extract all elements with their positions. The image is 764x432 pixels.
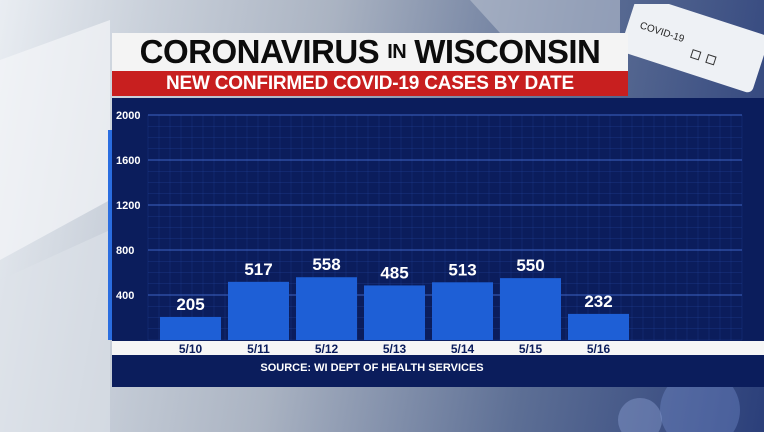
y-tick-label: 1200 bbox=[116, 200, 140, 212]
data-label: 205 bbox=[176, 295, 204, 314]
data-label: 485 bbox=[380, 263, 408, 282]
x-axis-band bbox=[112, 341, 764, 355]
chart-subtitle: NEW CONFIRMED COVID-19 CASES BY DATE bbox=[165, 72, 575, 94]
data-label: 232 bbox=[584, 292, 612, 311]
chart-title: CORONAVIRUS IN WISCONSIN bbox=[112, 33, 628, 71]
bar-5-16 bbox=[568, 313, 629, 340]
source-note: SOURCE: WI DEPT OF HEALTH SERVICES bbox=[260, 362, 484, 374]
x-tick-label: 5/15 bbox=[519, 342, 543, 356]
y-tick-label: 800 bbox=[116, 245, 134, 257]
data-label: 558 bbox=[312, 255, 340, 274]
y-tick-label: 1600 bbox=[116, 155, 140, 167]
x-tick-label: 5/14 bbox=[451, 342, 475, 356]
x-tick-label: 5/10 bbox=[179, 342, 203, 356]
bar-5-13 bbox=[364, 285, 425, 340]
bar-5-14 bbox=[432, 282, 493, 340]
x-tick-label: 5/11 bbox=[247, 342, 270, 356]
title-part-1: CORONAVIRUS bbox=[139, 33, 380, 70]
title-part-3: WISCONSIN bbox=[414, 33, 601, 70]
y-tick-label: 2000 bbox=[116, 110, 140, 122]
title-part-2: IN bbox=[387, 40, 407, 63]
y-tick-label: 400 bbox=[116, 290, 134, 302]
bar-5-10 bbox=[160, 316, 221, 340]
x-tick-label: 5/13 bbox=[383, 342, 407, 356]
data-label: 550 bbox=[516, 256, 544, 275]
x-tick-label: 5/12 bbox=[315, 342, 339, 356]
data-label: 513 bbox=[448, 260, 476, 279]
x-tick-label: 5/16 bbox=[587, 342, 611, 356]
data-label: 517 bbox=[244, 260, 272, 279]
bar-5-12 bbox=[296, 277, 357, 340]
y-axis-accent bbox=[108, 130, 112, 340]
test-kit-image: COVID-19 bbox=[620, 0, 764, 94]
chart-subtitle-band: NEW CONFIRMED COVID-19 CASES BY DATE bbox=[112, 71, 628, 96]
bar-5-11 bbox=[228, 281, 289, 340]
bar-5-15 bbox=[500, 278, 561, 340]
